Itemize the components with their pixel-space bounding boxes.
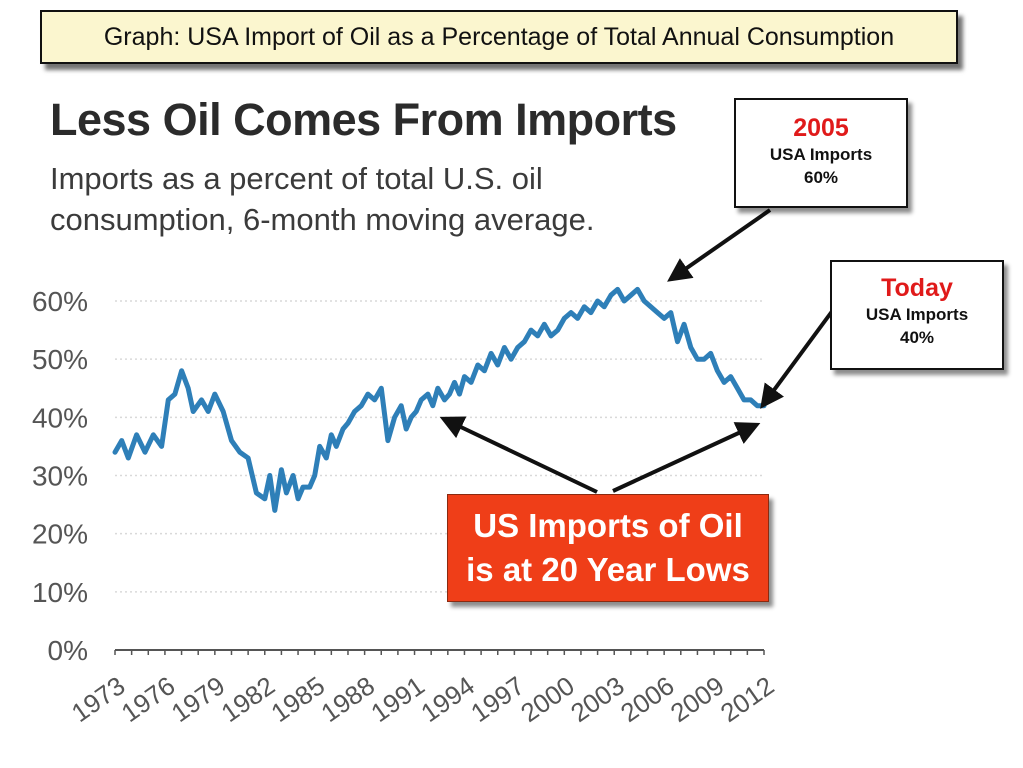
callout-today: Today USA Imports 40%	[830, 260, 1004, 370]
y-tick-label: 30%	[32, 461, 88, 492]
chart-subtitle: Imports as a percent of total U.S. oil c…	[50, 161, 595, 237]
callout-2005-label: USA Imports	[769, 145, 873, 164]
arrow-banner-right	[612, 422, 761, 493]
banner-line-2: is at 20 Year Lows	[466, 551, 750, 588]
callout-today-year: Today	[881, 274, 953, 302]
chart-title: Less Oil Comes From Imports	[50, 94, 677, 145]
y-axis: 0% 10% 20% 30% 40% 50% 60%	[32, 286, 88, 666]
y-tick-label: 40%	[32, 402, 88, 433]
x-tick-label: 2012	[715, 670, 780, 728]
y-tick-label: 20%	[32, 519, 88, 550]
callout-today-value: 40%	[899, 328, 935, 347]
series-layer	[112, 286, 767, 513]
x-axis: 1973197619791982198519881991199419972000…	[66, 649, 780, 728]
callout-2005-year: 2005	[793, 114, 849, 142]
annotation-arrows	[439, 208, 835, 494]
series-line	[112, 286, 767, 513]
header-text: Graph: USA Import of Oil as a Percentage…	[103, 22, 895, 51]
header-banner: Graph: USA Import of Oil as a Percentage…	[40, 10, 958, 64]
y-tick-label: 10%	[32, 577, 88, 608]
arrow-banner-left	[439, 416, 598, 494]
y-tick-label: 60%	[32, 286, 88, 317]
y-tick-label: 50%	[32, 344, 88, 375]
callout-today-label: USA Imports	[865, 305, 969, 324]
callout-2005-value: 60%	[803, 168, 839, 187]
y-tick-label: 0%	[48, 635, 88, 666]
twenty-year-lows-banner: US Imports of Oil is at 20 Year Lows	[447, 494, 769, 602]
banner-line-1: US Imports of Oil	[473, 507, 743, 544]
callout-2005: 2005 USA Imports 60%	[734, 98, 908, 208]
arrow-2005	[667, 208, 772, 282]
arrow-today	[760, 308, 835, 409]
